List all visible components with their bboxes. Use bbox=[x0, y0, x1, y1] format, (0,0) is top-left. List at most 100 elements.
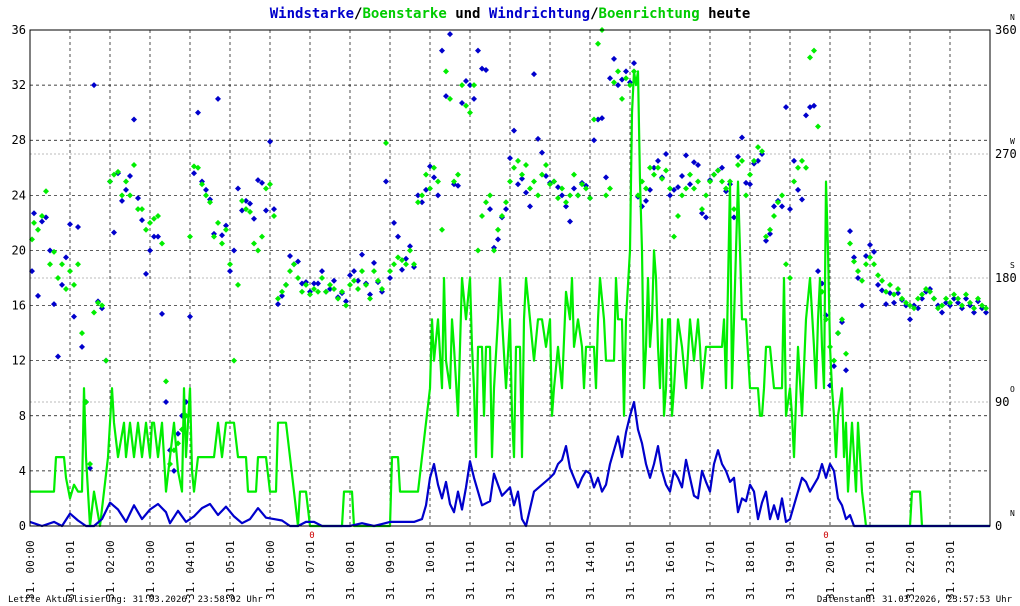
dir-gust-point bbox=[335, 295, 341, 302]
dir-gust-point bbox=[895, 286, 901, 293]
dir-wind-point bbox=[343, 298, 349, 305]
dir-wind-point bbox=[503, 206, 509, 213]
y-left-tick-label: 0 bbox=[19, 519, 26, 533]
dir-gust-point bbox=[407, 247, 413, 254]
dir-gust-point bbox=[751, 157, 757, 164]
dir-gust-point bbox=[43, 188, 49, 195]
dir-gust-point bbox=[907, 302, 913, 309]
dir-gust-point bbox=[743, 192, 749, 199]
dir-gust-point bbox=[115, 168, 121, 175]
series-lines bbox=[29, 70, 990, 528]
dir-gust-point bbox=[871, 261, 877, 268]
dir-gust-point bbox=[219, 240, 225, 247]
dir-gust-point bbox=[947, 299, 953, 306]
dir-wind-point bbox=[91, 82, 97, 89]
dir-gust-point bbox=[395, 254, 401, 261]
dir-gust-point bbox=[231, 357, 237, 364]
dir-wind-point bbox=[951, 295, 957, 302]
dir-wind-point bbox=[603, 174, 609, 181]
dir-wind-point bbox=[939, 309, 945, 316]
y-left-tick-label: 36 bbox=[12, 23, 26, 37]
dir-gust-point bbox=[671, 233, 677, 240]
dir-gust-point bbox=[371, 268, 377, 275]
dir-gust-point bbox=[879, 277, 885, 284]
dir-gust-point bbox=[683, 185, 689, 192]
dir-gust-point bbox=[403, 261, 409, 268]
dir-gust-point bbox=[135, 206, 141, 213]
x-tick-label: 31. 07:01 bbox=[304, 540, 317, 600]
dir-wind-point bbox=[435, 192, 441, 199]
dir-gust-point bbox=[139, 206, 145, 213]
dir-gust-point bbox=[415, 199, 421, 206]
dir-gust-point bbox=[783, 261, 789, 268]
dir-wind-point bbox=[279, 292, 285, 299]
dir-wind-point bbox=[79, 343, 85, 350]
dir-wind-point bbox=[163, 399, 169, 405]
dir-gust-point bbox=[487, 192, 493, 199]
dir-wind-point bbox=[675, 184, 681, 191]
dir-gust-point bbox=[571, 171, 577, 178]
dir-gust-point bbox=[547, 181, 553, 188]
dir-gust-point bbox=[747, 171, 753, 178]
dir-wind-point bbox=[119, 197, 125, 204]
dir-gust-point bbox=[935, 305, 941, 312]
dir-wind-point bbox=[719, 164, 725, 171]
dir-gust-point bbox=[387, 268, 393, 275]
dir-gust-point bbox=[691, 185, 697, 192]
dir-wind-point bbox=[55, 353, 61, 360]
dir-gust-point bbox=[559, 185, 565, 192]
x-tick-label: 31. 14:01 bbox=[584, 540, 597, 600]
dir-gust-point bbox=[67, 268, 73, 275]
x-tick-label: 31. 22:01 bbox=[904, 540, 917, 600]
dir-gust-point bbox=[151, 215, 157, 222]
dir-gust-point bbox=[979, 302, 985, 309]
dir-gust-point bbox=[963, 291, 969, 298]
dir-wind-point bbox=[327, 286, 333, 293]
dir-wind-point bbox=[131, 116, 137, 123]
dir-gust-point bbox=[339, 288, 345, 295]
dir-wind-point bbox=[455, 182, 461, 189]
dir-gust-point bbox=[59, 261, 65, 268]
dir-gust-point bbox=[711, 171, 717, 178]
dir-gust-point bbox=[887, 281, 893, 288]
dir-gust-point bbox=[211, 233, 217, 240]
dir-gust-point bbox=[75, 261, 81, 268]
dir-wind-point bbox=[859, 302, 865, 309]
dir-wind-point bbox=[419, 199, 425, 206]
dir-gust-point bbox=[163, 378, 169, 385]
x-tick-label: 31. 02:00 bbox=[104, 540, 117, 600]
dir-gust-point bbox=[787, 275, 793, 281]
dir-wind-point bbox=[71, 313, 77, 320]
dir-wind-point bbox=[187, 313, 193, 320]
dir-wind-point bbox=[471, 95, 477, 102]
dir-wind-point bbox=[267, 138, 273, 145]
dir-gust-point bbox=[851, 258, 857, 265]
dir-gust-point bbox=[247, 208, 253, 215]
dir-wind-point bbox=[443, 93, 449, 100]
y-left-tick-label: 24 bbox=[12, 188, 26, 202]
dir-wind-point bbox=[571, 185, 577, 192]
dir-gust-point bbox=[223, 226, 229, 233]
dir-gust-point bbox=[187, 233, 193, 240]
dir-wind-point bbox=[971, 309, 977, 316]
dir-gust-point bbox=[927, 288, 933, 295]
dir-wind-point bbox=[687, 181, 693, 188]
dir-wind-point bbox=[67, 221, 73, 228]
series-dir-gust bbox=[29, 27, 989, 467]
dir-wind-point bbox=[487, 206, 493, 213]
dir-gust-point bbox=[239, 197, 245, 204]
dir-gust-point bbox=[379, 286, 385, 293]
title-part-1: / bbox=[354, 6, 362, 22]
dir-gust-point bbox=[723, 185, 729, 192]
dir-gust-point bbox=[427, 185, 433, 192]
dir-wind-point bbox=[447, 31, 453, 38]
dir-gust-point bbox=[735, 162, 741, 169]
dir-gust-point bbox=[147, 219, 153, 226]
dir-gust-point bbox=[443, 68, 449, 75]
dir-gust-point bbox=[451, 178, 457, 185]
dir-wind-point bbox=[847, 228, 853, 235]
dir-gust-point bbox=[651, 171, 657, 178]
dir-gust-point bbox=[471, 82, 477, 89]
dir-gust-point bbox=[235, 281, 241, 288]
dir-gust-point bbox=[555, 195, 561, 202]
